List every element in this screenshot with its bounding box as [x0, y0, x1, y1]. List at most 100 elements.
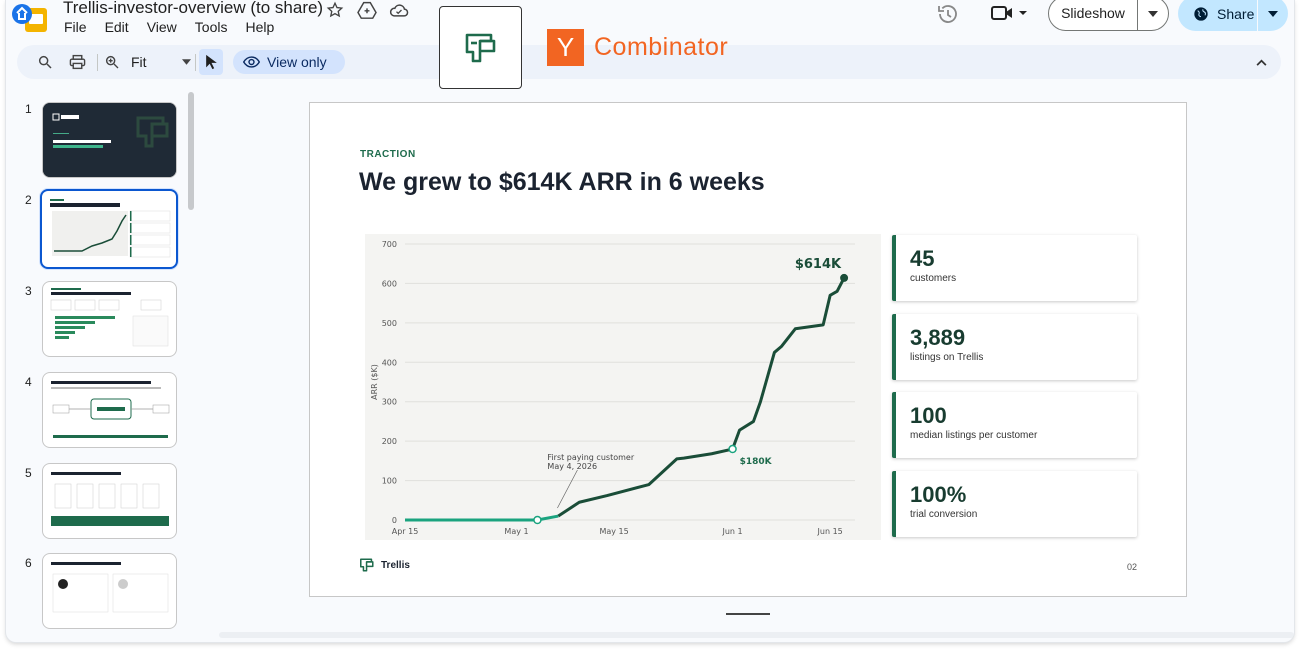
yc-letter: Y: [547, 28, 584, 66]
x-tick-label: May 1: [504, 527, 528, 536]
section-tag: TRACTION: [360, 149, 416, 160]
move-to-drive-icon[interactable]: [356, 0, 378, 21]
trellis-logo-icon: [360, 558, 374, 572]
slide-3-preview: [50, 288, 169, 347]
y-tick-label: 500: [382, 319, 397, 328]
zoom-in-icon: [105, 55, 119, 69]
y-tick-label: 400: [382, 358, 397, 367]
annotation-first-customer: First paying customer: [547, 453, 634, 462]
trellis-logo-icon: [465, 33, 495, 62]
slide-number: 3: [25, 284, 32, 298]
print-button[interactable]: [64, 45, 90, 79]
y-tick-label: 300: [382, 398, 397, 407]
slideshow-button[interactable]: Slideshow: [1048, 0, 1169, 31]
speaker-notes-handle[interactable]: [726, 613, 770, 615]
app-window: Trellis-investor-overview (to share) Fil…: [6, 0, 1294, 642]
footer-brand: Trellis: [381, 559, 410, 571]
slide-thumbnail-5[interactable]: [42, 463, 177, 539]
menu-view[interactable]: View: [146, 19, 177, 35]
annotation-180k: $180K: [740, 457, 773, 467]
annotation-leader: [557, 469, 578, 509]
stat-label: trial conversion: [910, 509, 978, 520]
stat-value: 100%: [910, 482, 967, 507]
slide-footer-logo: Trellis: [359, 557, 410, 573]
menu-tools[interactable]: Tools: [194, 19, 228, 35]
collapse-toolbar-button[interactable]: [1250, 45, 1272, 79]
eye-icon: [243, 56, 260, 68]
yc-wordmark: Combinator: [594, 32, 729, 61]
filmstrip-scrollbar[interactable]: [188, 92, 194, 210]
zoom-button[interactable]: [99, 45, 125, 79]
slide-4-preview: [51, 381, 170, 438]
milestone-marker-180k: [728, 444, 737, 454]
share-label[interactable]: Share: [1217, 5, 1255, 22]
slide-canvas[interactable]: TRACTION We grew to $614K ARR in 6 weeks…: [309, 102, 1187, 597]
chevron-up-icon: [1256, 59, 1266, 66]
slide-number: 4: [25, 375, 32, 389]
search-menus-button[interactable]: [32, 45, 58, 79]
share-options-button[interactable]: [1258, 10, 1288, 17]
stat-label: median listings per customer: [910, 430, 1038, 441]
slide-thumbnail-3[interactable]: [42, 281, 177, 357]
printer-icon: [69, 54, 85, 70]
first-customer-marker: [533, 515, 542, 525]
slides-app-logo[interactable]: [8, 2, 54, 36]
arr-chart: 0 100 200 300 400 500 600 700 Apr 15 May 1 May 15 J…: [365, 234, 881, 540]
globe-icon: [1194, 6, 1208, 21]
cursor-arrow-icon: [205, 54, 217, 70]
menu-file[interactable]: File: [64, 19, 87, 35]
y-combinator-logo: Y Combinator: [547, 28, 729, 66]
share-button[interactable]: Share: [1178, 0, 1288, 31]
cloud-saved-icon[interactable]: [388, 0, 410, 21]
horizontal-scrollbar[interactable]: [219, 632, 1294, 638]
stat-label: listings on Trellis: [910, 352, 984, 363]
version-history-icon[interactable]: [936, 2, 960, 31]
slideshow-label[interactable]: Slideshow: [1049, 0, 1138, 30]
toolbar-divider: [97, 54, 98, 71]
slide-thumbnail-1[interactable]: [42, 102, 177, 178]
slide-headline: We grew to $614K ARR in 6 weeks: [359, 168, 765, 196]
menu-edit[interactable]: Edit: [104, 19, 129, 35]
stat-card-trial-conversion: 100% trial conversion: [892, 471, 1137, 537]
slide-thumbnail-2[interactable]: [40, 189, 178, 269]
toolbar-divider: [195, 54, 196, 71]
star-icon[interactable]: [324, 0, 346, 21]
menu-help[interactable]: Help: [245, 19, 275, 35]
document-title[interactable]: Trellis-investor-overview (to share): [63, 0, 324, 17]
menu-bar: File Edit View Tools Help: [64, 19, 292, 35]
stat-label: customers: [910, 273, 957, 284]
chevron-down-icon: [1019, 11, 1027, 15]
zoom-select[interactable]: Fit: [129, 45, 193, 79]
select-tool-button[interactable]: [199, 49, 223, 75]
slide-number: 1: [25, 102, 32, 116]
annotation-first-customer-date: May 4, 2026: [547, 462, 597, 471]
y-tick-label: 700: [382, 240, 397, 249]
meet-button[interactable]: [990, 3, 1028, 23]
stat-value: 3,889: [910, 325, 966, 350]
x-tick-label: May 15: [599, 527, 628, 536]
y-tick-label: 600: [382, 279, 397, 288]
slideshow-options-button[interactable]: [1138, 10, 1168, 17]
x-tick-label: Apr 15: [392, 527, 419, 536]
toolbar: Fit View only: [17, 45, 1281, 79]
arr-series-line: [557, 277, 846, 518]
endpoint-marker-614k: [840, 273, 849, 282]
trellis-logo-box: [439, 6, 522, 89]
slide-thumbnail-4[interactable]: [42, 372, 177, 448]
slide-1-preview: [43, 103, 176, 177]
share-main[interactable]: Share: [1178, 0, 1258, 31]
view-only-badge[interactable]: View only: [233, 50, 345, 74]
slide-5-preview: [51, 472, 169, 526]
annotation-614k: $614K: [795, 257, 842, 272]
y-tick-label: 200: [382, 437, 397, 446]
slide-page-number: 02: [1127, 562, 1138, 572]
view-only-label: View only: [267, 54, 327, 70]
slide-number: 5: [25, 466, 32, 480]
chevron-down-icon: [1268, 10, 1278, 17]
chevron-down-icon: [1148, 10, 1158, 17]
x-tick-label: Jun 15: [817, 527, 843, 536]
zoom-value: Fit: [131, 54, 147, 70]
slide-thumbnail-6[interactable]: [42, 553, 177, 629]
y-tick-label: 100: [382, 477, 397, 486]
chevron-down-icon: [182, 59, 191, 65]
